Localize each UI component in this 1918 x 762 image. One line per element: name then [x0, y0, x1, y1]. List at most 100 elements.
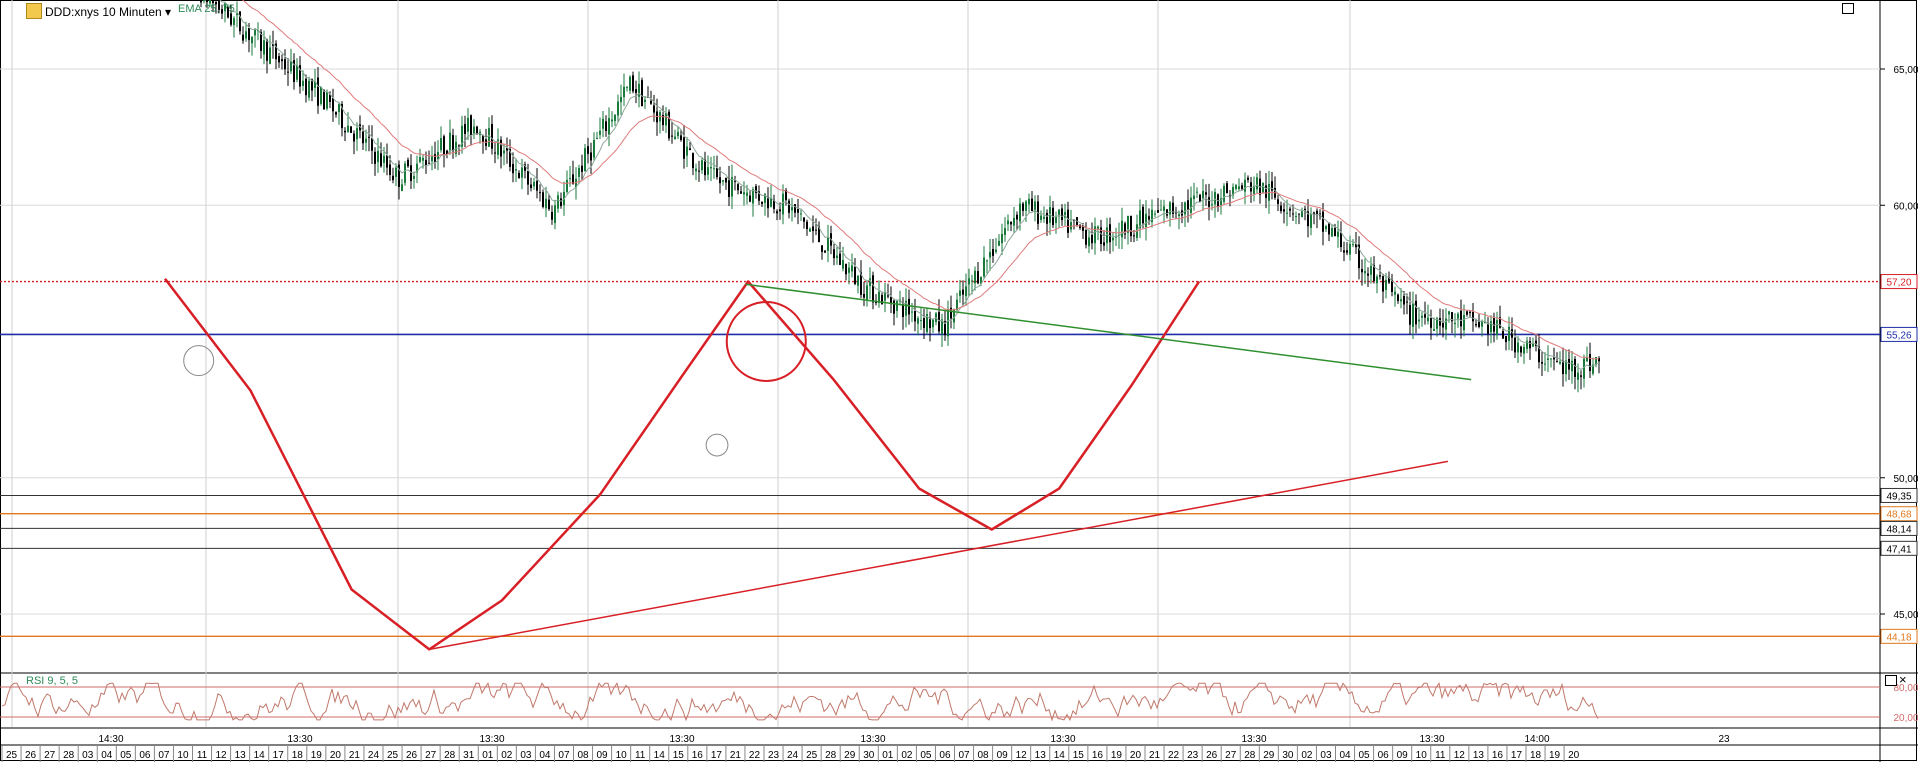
- candle-body: [1157, 210, 1159, 213]
- candle-body: [1301, 211, 1303, 218]
- candle-body: [1241, 185, 1243, 189]
- candle-body: [1595, 357, 1597, 365]
- candle-body: [245, 31, 247, 39]
- level-label-box: [1880, 628, 1918, 644]
- candle-body: [1007, 220, 1009, 225]
- candle-body: [1082, 225, 1084, 231]
- candle-body: [1568, 358, 1570, 370]
- candle-body: [554, 205, 556, 224]
- candle-body: [1499, 317, 1501, 328]
- candle-body: [857, 275, 859, 286]
- maximize-rsi-icon[interactable]: [1885, 675, 1897, 686]
- candle-body: [611, 119, 613, 122]
- day-label: 12: [1016, 750, 1028, 761]
- candle-body: [932, 319, 934, 328]
- candle-body: [416, 163, 418, 173]
- rsi-label[interactable]: RSI 9, 5, 5: [26, 675, 78, 687]
- candle-body: [1403, 295, 1405, 305]
- candle-body: [881, 294, 883, 305]
- day-label: 09: [1397, 750, 1409, 761]
- day-label: 09: [597, 750, 609, 761]
- candle-body: [425, 159, 427, 166]
- candle-body: [1361, 269, 1363, 273]
- day-label: 28: [63, 750, 75, 761]
- candle-body: [1412, 303, 1414, 328]
- day-label: 21: [1149, 750, 1161, 761]
- candle-body: [887, 295, 889, 297]
- candle-body: [278, 56, 280, 63]
- candle-body: [1190, 197, 1192, 213]
- candle-body: [1454, 322, 1456, 325]
- candle-body: [293, 60, 295, 82]
- candle-body: [572, 174, 574, 185]
- candle-body: [692, 153, 694, 169]
- candle-body: [1055, 216, 1057, 224]
- candle-body: [446, 150, 448, 155]
- candle-body: [1382, 276, 1384, 292]
- maximize-icon[interactable]: [1842, 3, 1854, 14]
- candle-body: [242, 34, 244, 41]
- candle-body: [1166, 209, 1168, 216]
- candle-body: [731, 177, 733, 197]
- candle-body: [1025, 201, 1027, 211]
- candle-body: [524, 164, 526, 171]
- time-label: 13:30: [860, 734, 885, 745]
- day-label: 06: [939, 750, 951, 761]
- time-label: 13:30: [1419, 734, 1444, 745]
- candle-body: [1016, 214, 1018, 220]
- candle-body: [1478, 321, 1480, 327]
- candle-body: [1094, 226, 1096, 244]
- candle-body: [962, 289, 964, 295]
- close-rsi-icon[interactable]: ×: [1899, 672, 1907, 687]
- candle-body: [275, 43, 277, 60]
- candle-body: [212, 0, 214, 4]
- day-label: 20: [1568, 750, 1580, 761]
- level-label-box: [1880, 274, 1918, 290]
- candle-body: [821, 245, 823, 252]
- day-label: 13: [235, 750, 247, 761]
- candle-body: [1235, 185, 1237, 189]
- candle-body: [1397, 294, 1399, 301]
- level-label: 57,20: [1886, 278, 1911, 289]
- candle-body: [722, 180, 724, 182]
- candle-body: [464, 124, 466, 134]
- candle-body: [533, 181, 535, 187]
- candle-body: [233, 18, 235, 26]
- candle-body: [977, 271, 979, 284]
- indicator-label[interactable]: EMA 25, 75: [178, 3, 235, 15]
- candle-body: [1142, 206, 1144, 224]
- candle-body: [338, 104, 340, 113]
- day-label: 21: [730, 750, 742, 761]
- candle-body: [872, 275, 874, 303]
- day-label: 19: [1549, 750, 1561, 761]
- candle-body: [758, 191, 760, 201]
- day-label: 01: [882, 750, 894, 761]
- candle-body: [1574, 358, 1576, 377]
- day-label: 05: [120, 750, 132, 761]
- candle-body: [215, 1, 217, 5]
- candle-body: [230, 13, 232, 25]
- candle-body: [1406, 301, 1408, 303]
- candle-body: [374, 151, 376, 164]
- candle-body: [1154, 213, 1156, 215]
- candle-body: [503, 150, 505, 154]
- day-label: 20: [330, 750, 342, 761]
- candle-body: [1526, 340, 1528, 349]
- day-label: 11: [197, 750, 208, 761]
- instrument-title[interactable]: DDD:xnys 10 Minuten ▾: [26, 3, 171, 19]
- candle-body: [1556, 361, 1558, 363]
- candle-body: [914, 310, 916, 322]
- candle-body: [1511, 329, 1513, 338]
- candle-body: [896, 301, 898, 311]
- candle-body: [1196, 191, 1198, 193]
- candle-body: [371, 138, 373, 151]
- candle-body: [548, 199, 550, 210]
- candle-body: [1427, 317, 1429, 322]
- candle-body: [1061, 208, 1063, 221]
- candle-body: [1346, 250, 1348, 253]
- candle-body: [269, 47, 271, 64]
- candle-body: [551, 211, 553, 220]
- candle-body: [1253, 185, 1255, 194]
